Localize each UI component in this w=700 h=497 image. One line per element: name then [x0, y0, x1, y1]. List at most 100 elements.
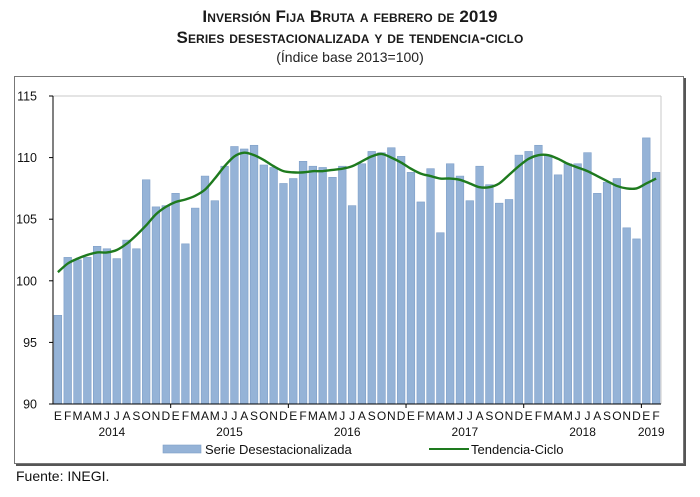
month-label: M — [190, 409, 200, 423]
bar-12 — [171, 193, 180, 405]
chart-title-line2: Series desestacionalizada y de tendencia… — [176, 28, 524, 47]
bar-17 — [220, 165, 229, 405]
month-label: J — [222, 409, 228, 423]
month-label: O — [495, 409, 504, 423]
bar-40 — [446, 163, 455, 405]
bar-48 — [524, 151, 533, 405]
month-label: N — [622, 409, 631, 423]
month-label: M — [426, 409, 436, 423]
bar-51 — [553, 174, 563, 405]
bar-33 — [377, 152, 386, 405]
bar-59 — [632, 238, 641, 405]
month-label: F — [652, 409, 659, 423]
y-tick-labels: 90 95 100 105 110 115 — [16, 90, 37, 412]
bar-41 — [455, 175, 465, 405]
month-label: S — [132, 409, 140, 423]
bar-35 — [396, 156, 406, 405]
bar-39 — [436, 232, 445, 405]
bar-2 — [73, 259, 82, 405]
month-label: N — [505, 409, 514, 423]
bar-16 — [210, 200, 219, 405]
legend-label-bars: Serie Desestacionalizada — [205, 442, 352, 457]
bar-23 — [279, 183, 288, 405]
month-label: J — [584, 409, 590, 423]
month-label: O — [259, 409, 268, 423]
bar-3 — [83, 257, 92, 405]
month-label: F — [535, 409, 542, 423]
bar-14 — [191, 207, 200, 405]
year-label: 2015 — [216, 425, 243, 439]
month-label: M — [92, 409, 102, 423]
y-tick-label: 90 — [23, 398, 37, 412]
axes-group — [49, 95, 662, 408]
chart-title-block: Inversión Fija Bruta a febrero de 2019 S… — [0, 6, 700, 66]
y-tick-label: 105 — [16, 213, 37, 227]
month-label: M — [543, 409, 553, 423]
month-label: A — [319, 409, 327, 423]
month-label: S — [603, 409, 611, 423]
bar-24 — [289, 178, 298, 405]
bar-37 — [416, 201, 425, 405]
year-label: 2016 — [334, 425, 361, 439]
month-label: J — [349, 409, 355, 423]
bar-27 — [318, 167, 327, 405]
month-label: N — [387, 409, 396, 423]
month-label: O — [141, 409, 150, 423]
month-label: S — [485, 409, 493, 423]
month-label: D — [514, 409, 523, 423]
month-label: A — [554, 409, 562, 423]
bar-5 — [102, 248, 112, 405]
bar-13 — [181, 243, 190, 405]
month-label: E — [54, 409, 62, 423]
bar-31 — [357, 163, 367, 405]
chart-title: Inversión Fija Bruta a febrero de 2019 — [202, 7, 498, 26]
month-label: J — [467, 409, 473, 423]
month-label: A — [240, 409, 248, 423]
bar-4 — [93, 246, 102, 405]
legend-swatch-bars — [162, 444, 202, 454]
bar-38 — [426, 168, 435, 405]
month-label: M — [327, 409, 337, 423]
month-label: A — [436, 409, 444, 423]
month-label: M — [563, 409, 573, 423]
month-label: J — [575, 409, 581, 423]
chart-subtitle: (Índice base 2013=100) — [276, 49, 424, 65]
bar-9 — [142, 179, 151, 405]
bar-32 — [367, 151, 376, 405]
month-label: J — [104, 409, 110, 423]
bar-0 — [53, 314, 63, 405]
month-label: A — [201, 409, 209, 423]
year-label: 2014 — [98, 425, 125, 439]
bar-18 — [230, 146, 239, 405]
bar-50 — [544, 154, 553, 405]
month-label: F — [299, 409, 306, 423]
month-label: J — [457, 409, 463, 423]
bars-group — [53, 137, 661, 405]
month-label: O — [612, 409, 621, 423]
bar-7 — [122, 239, 131, 405]
month-label: E — [407, 409, 415, 423]
month-label: J — [114, 409, 120, 423]
bar-56 — [602, 181, 612, 405]
year-label: 2018 — [569, 425, 596, 439]
month-label: A — [358, 409, 366, 423]
bar-15 — [200, 175, 210, 405]
month-label: D — [632, 409, 641, 423]
trend-line — [57, 151, 657, 274]
month-label: A — [123, 409, 131, 423]
bar-29 — [338, 165, 347, 405]
bar-8 — [132, 248, 141, 405]
month-label: D — [161, 409, 170, 423]
month-label: F — [417, 409, 424, 423]
bar-52 — [563, 163, 572, 405]
bar-10 — [151, 206, 161, 405]
bar-21 — [259, 164, 268, 405]
bar-45 — [495, 202, 504, 405]
month-label: F — [64, 409, 71, 423]
y-tick-label: 100 — [16, 274, 37, 288]
y-tick-label: 110 — [17, 151, 37, 165]
bar-54 — [583, 152, 592, 405]
month-label: J — [231, 409, 237, 423]
trend-group — [57, 151, 657, 274]
